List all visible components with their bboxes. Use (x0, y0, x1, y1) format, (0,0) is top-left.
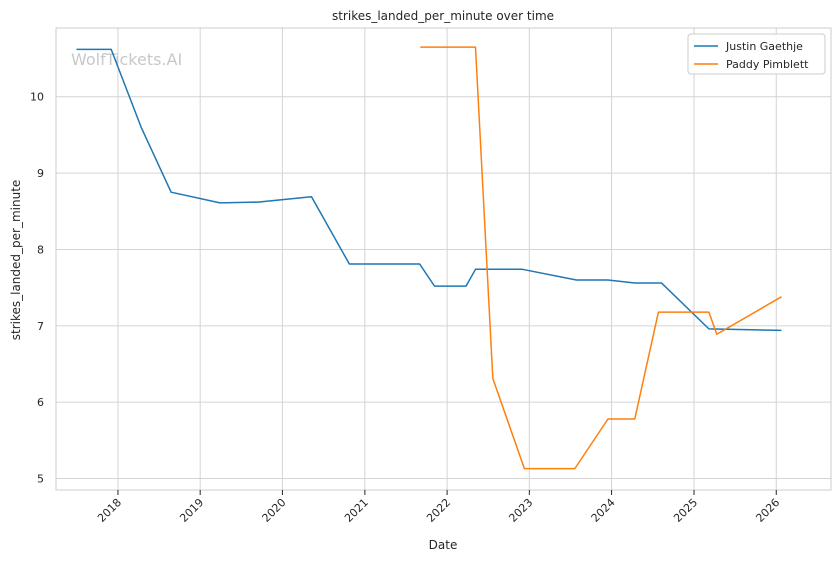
series-line-1 (76, 48, 782, 332)
y-tick-label: 6 (37, 396, 44, 409)
y-tick-label: 5 (37, 473, 44, 486)
y-tick-label: 8 (37, 243, 44, 256)
legend-box (687, 33, 826, 75)
legend: Justin Gaethje Paddy Pimblett (687, 33, 826, 75)
legend-label: Paddy Pimblett (726, 58, 809, 71)
x-axis-label: Date (429, 538, 458, 552)
y-axis-label: strikes_landed_per_minute (9, 180, 23, 341)
watermark-text: WolfTickets.AI (71, 50, 182, 69)
y-tick-labels: 5 6 7 8 9 10 (30, 91, 44, 486)
plot-frame (55, 27, 832, 491)
legend-label: Justin Gaethje (725, 40, 803, 53)
y-tick-label: 9 (37, 167, 44, 180)
series-line-2 (420, 46, 782, 470)
y-tick-label: 10 (30, 91, 44, 104)
y-tick-label: 7 (37, 320, 44, 333)
series-lines (76, 46, 782, 470)
grid-lines (56, 28, 831, 490)
chart-title: strikes_landed_per_minute over time (332, 9, 554, 23)
